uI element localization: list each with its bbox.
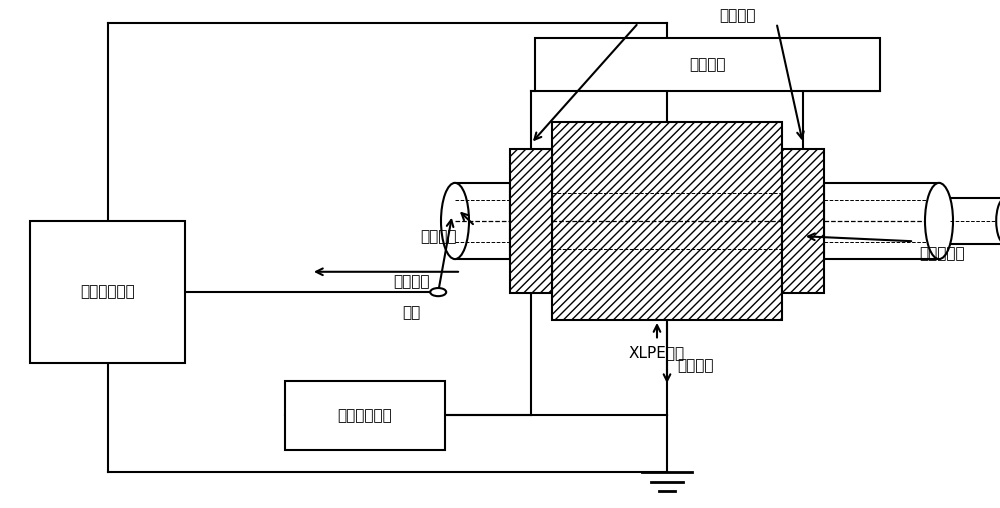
Bar [455,183,510,259]
Circle shape [430,288,446,296]
Text: XLPE绍缘: XLPE绍缘 [629,345,685,361]
Bar [510,148,552,294]
Text: 直流高压电源: 直流高压电源 [80,284,135,300]
Text: 极化电流: 极化电流 [677,358,714,373]
Ellipse shape [441,183,469,259]
Text: 导体线芯: 导体线芯 [420,229,457,244]
Bar [285,381,445,450]
Bar [552,122,782,320]
Text: 防泄漏环: 防泄漏环 [719,8,756,23]
Text: 电流: 电流 [402,305,420,320]
Text: 电流测量模块: 电流测量模块 [338,408,392,423]
Bar [535,38,880,91]
Text: 防泄漏环: 防泄漏环 [689,57,726,72]
Bar [30,221,185,363]
Bar [950,198,1000,244]
Text: 沿面泄漏: 沿面泄漏 [393,274,429,290]
Ellipse shape [925,183,953,259]
Bar [824,183,939,259]
Ellipse shape [996,198,1000,244]
Text: 金属屏蔽层: 金属屏蔽层 [919,246,965,262]
Bar [782,148,824,294]
